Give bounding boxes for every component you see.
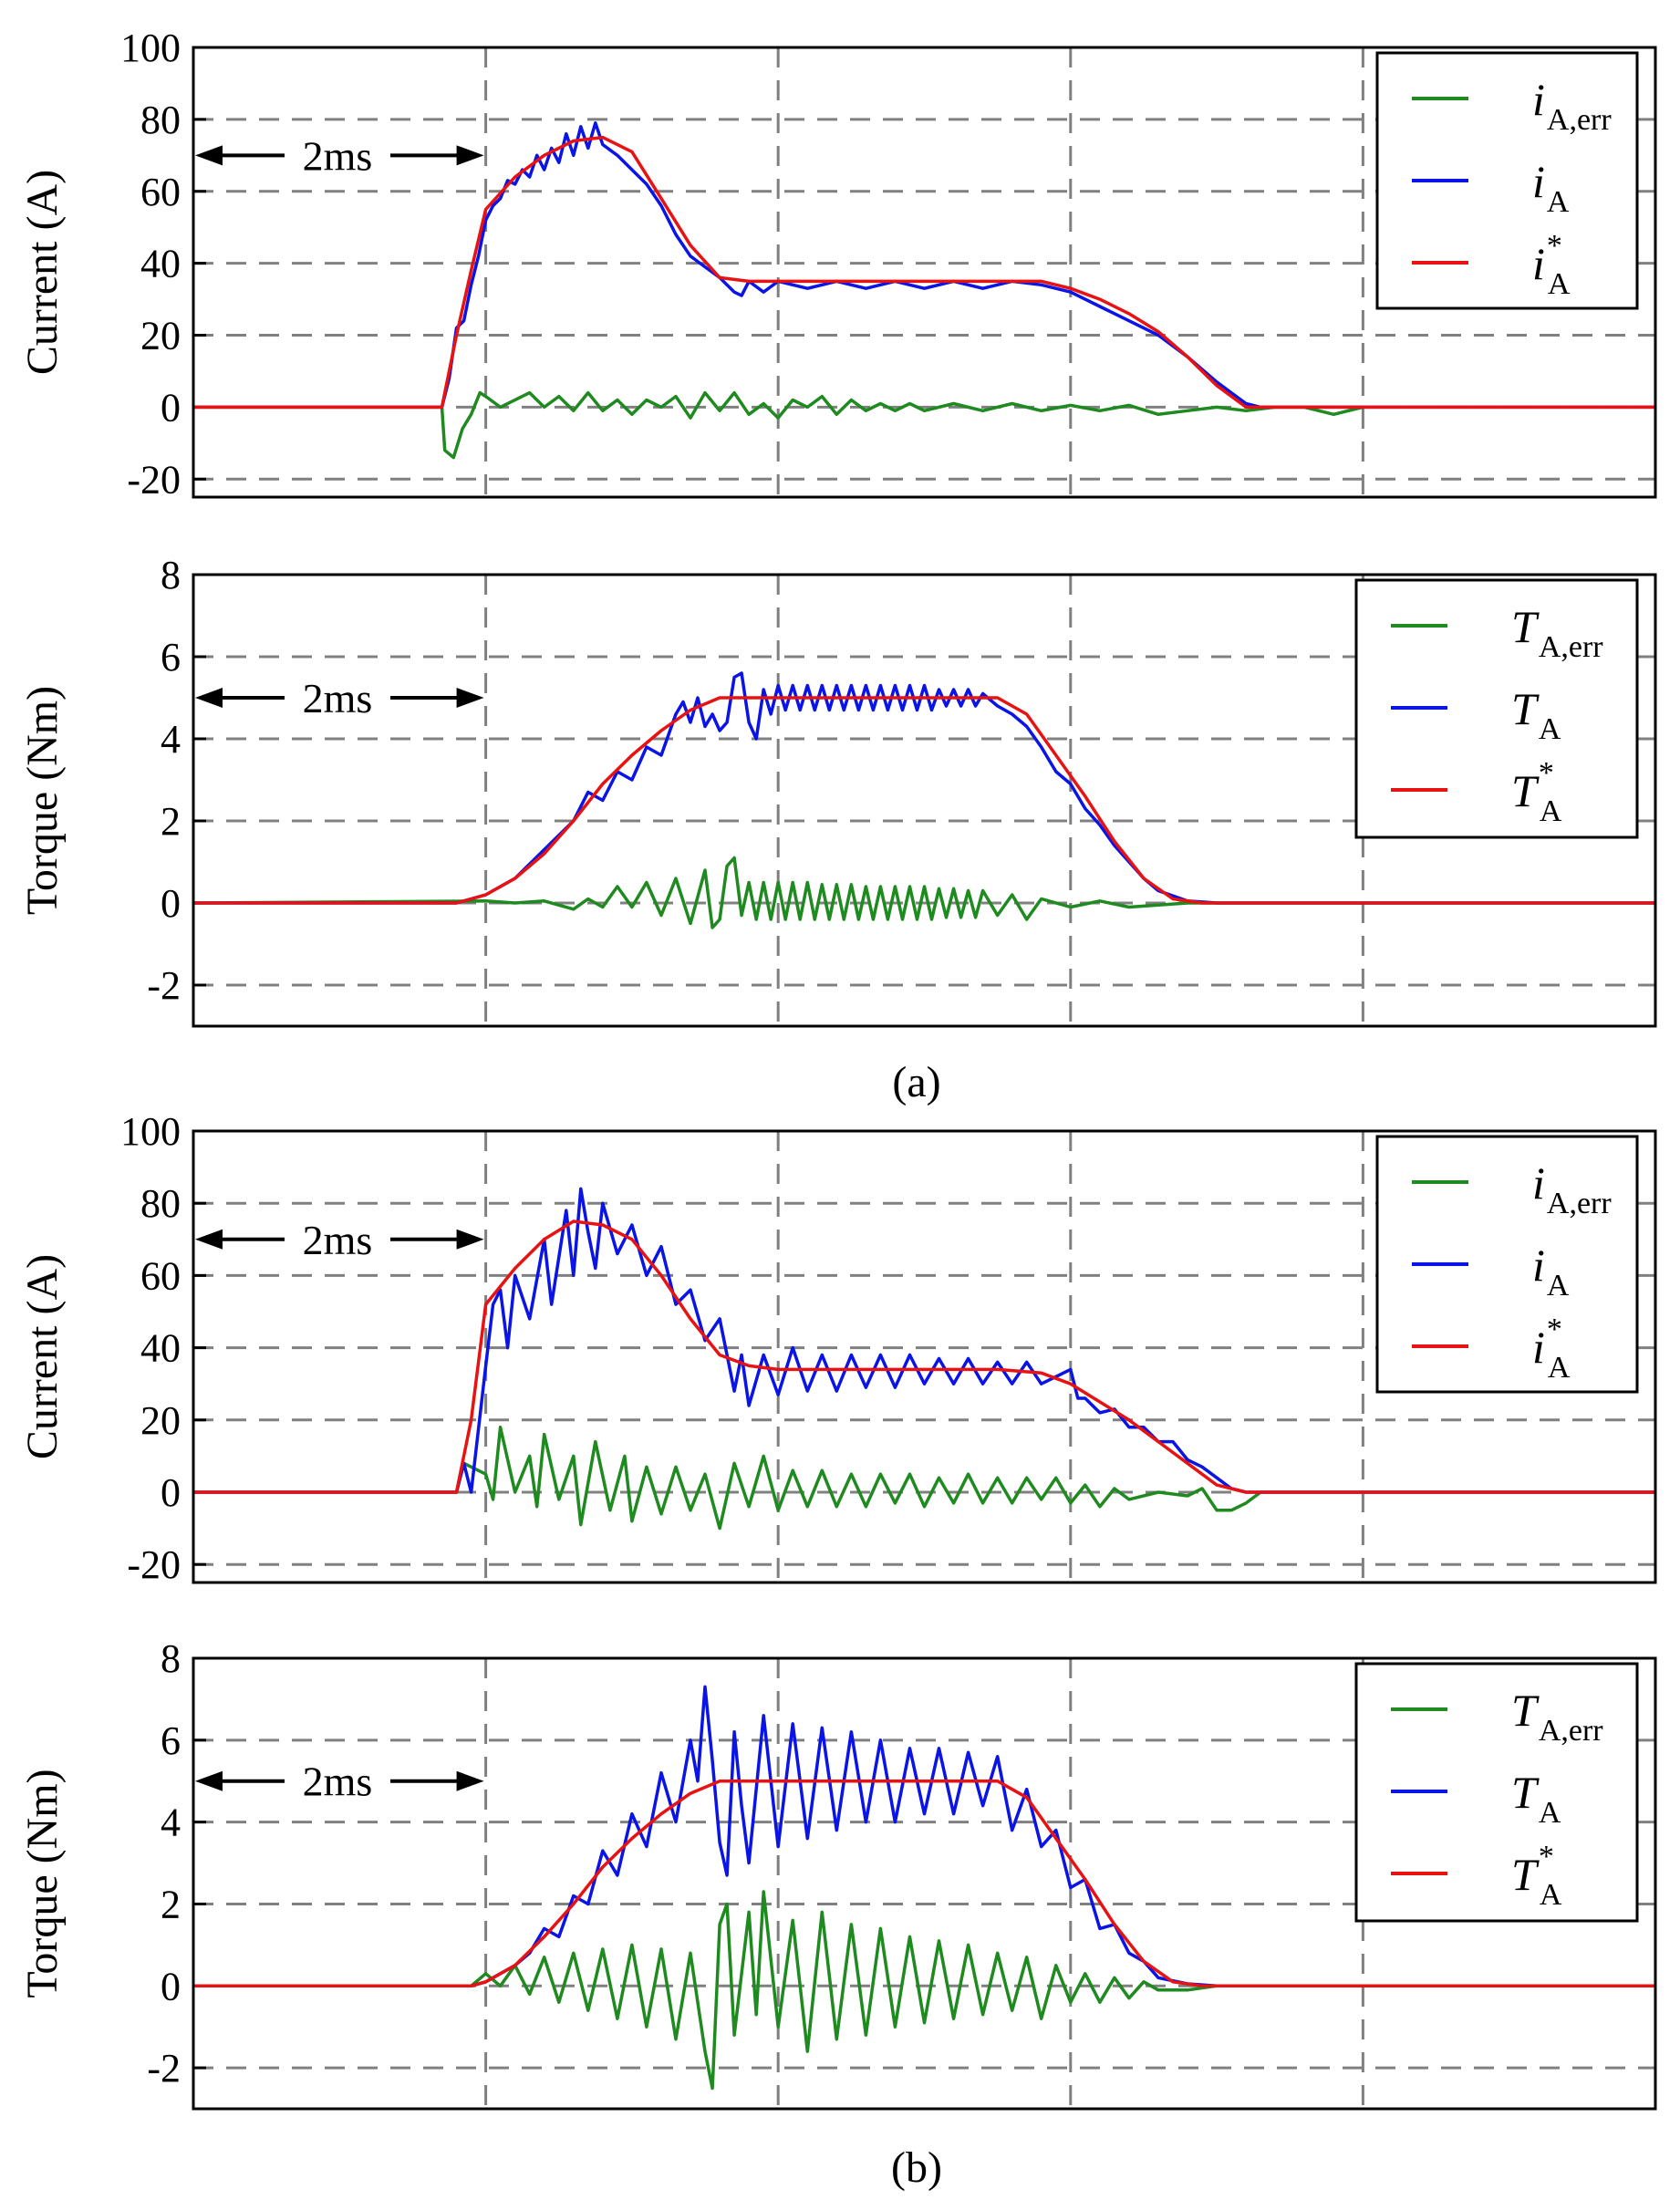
y-tick-label: 0: [161, 1470, 181, 1515]
chart-a-torque: -2 0 2 4 6 8 Torque (Nm) 2ms TA,err TA T* A: [18, 553, 1657, 1028]
legend-entry-reference: T* A: [1391, 756, 1562, 828]
series-line-reference: [193, 135, 1655, 410]
y-tick-label: 2: [161, 1882, 181, 1926]
arrow-right-icon: [456, 688, 484, 708]
arrow-right-icon: [456, 145, 484, 166]
interval-annotation: 2ms: [195, 1759, 484, 1805]
chart-b-current: -20 0 20 40 60 80 100 Current (A) 2ms iA,err iA i* A: [18, 1109, 1657, 1587]
y-tick-label: 0: [161, 1964, 181, 2008]
arrow-left-icon: [195, 1770, 223, 1791]
y-tick-label: 8: [161, 1636, 181, 1681]
arrow-right-icon: [456, 1229, 484, 1250]
y-tick-label: 0: [161, 881, 181, 926]
legend-entry-reference: i* A: [1412, 1313, 1571, 1385]
plot-frame: [192, 46, 1657, 499]
legend-label: TA: [1511, 1767, 1561, 1830]
legend-entry-reference: T* A: [1391, 1840, 1562, 1912]
series-line-reference: [193, 696, 1655, 905]
legend-label: i* A: [1532, 1313, 1571, 1385]
y-tick-label: 2: [161, 799, 181, 844]
y-tick-label: -2: [147, 2046, 181, 2091]
y-tick-label: 100: [120, 26, 181, 70]
legend-label: T* A: [1511, 1840, 1562, 1912]
series-line-err: [193, 390, 1364, 460]
panel-label-b: (b): [891, 2143, 942, 2192]
legend: iA,err iA i* A: [1375, 1135, 1639, 1394]
legend: iA,err iA i* A: [1375, 51, 1639, 310]
legend: TA,err TA T* A: [1354, 578, 1639, 839]
y-tick-label: 6: [161, 1718, 181, 1763]
legend-entry-err: iA,err: [1412, 74, 1612, 137]
chart-a-current: -20 0 20 40 60 80 100 Current (A) 2ms iA,err iA i* A: [18, 26, 1657, 502]
legend-label: TA,err: [1511, 1685, 1603, 1748]
legend-label: iA: [1532, 156, 1570, 219]
legend-entry-measured: iA: [1412, 1240, 1570, 1302]
series-line-reference: [193, 1779, 1655, 1988]
legend-label: TA: [1511, 683, 1561, 746]
y-tick-label: 4: [161, 1800, 181, 1845]
y-tick-label: 20: [140, 1398, 181, 1443]
y-tick-label: 100: [120, 1109, 181, 1154]
y-tick-label: 60: [140, 1253, 181, 1298]
y-tick-label: 40: [140, 242, 181, 286]
y-tick-label: -20: [127, 457, 181, 502]
interval-label: 2ms: [303, 1759, 373, 1805]
legend-label: TA,err: [1511, 601, 1603, 664]
interval-annotation: 2ms: [195, 1217, 484, 1263]
legend-entry-err: TA,err: [1391, 601, 1603, 664]
interval-annotation: 2ms: [195, 132, 484, 179]
interval-label: 2ms: [303, 132, 373, 179]
legend-entry-err: iA,err: [1412, 1157, 1612, 1220]
y-tick-label: 0: [161, 385, 181, 430]
series-line-measured: [193, 1187, 1655, 1494]
series-line-err: [193, 1890, 1655, 2091]
legend-label: T* A: [1511, 756, 1562, 828]
interval-label: 2ms: [303, 675, 373, 721]
legend-label: iA,err: [1532, 74, 1612, 137]
y-tick-label: 8: [161, 553, 181, 597]
plot-frame: [192, 573, 1657, 1028]
arrow-left-icon: [195, 688, 223, 708]
y-tick-label: 60: [140, 170, 181, 214]
legend-entry-measured: TA: [1391, 683, 1561, 746]
interval-label: 2ms: [303, 1217, 373, 1263]
legend-label: i* A: [1532, 229, 1571, 301]
y-tick-label: 4: [161, 717, 181, 762]
y-tick-label: 80: [140, 98, 181, 142]
chart-b-torque: -2 0 2 4 6 8 Torque (Nm) 2ms TA,err TA T* A: [18, 1636, 1657, 2111]
arrow-left-icon: [195, 145, 223, 166]
arrow-left-icon: [195, 1229, 223, 1250]
legend-entry-reference: i* A: [1412, 229, 1571, 301]
legend-label: iA: [1532, 1240, 1570, 1302]
legend-entry-measured: iA: [1412, 156, 1570, 219]
y-tick-label: 40: [140, 1326, 181, 1371]
arrow-right-icon: [456, 1770, 484, 1791]
y-tick-label: -2: [147, 963, 181, 1008]
series-line-err: [193, 1425, 1655, 1531]
series-line-err: [193, 856, 1655, 929]
y-axis-label: Current (A): [18, 170, 67, 375]
y-axis-label: Current (A): [18, 1254, 67, 1459]
legend-label: iA,err: [1532, 1157, 1612, 1220]
y-tick-label: 20: [140, 314, 181, 358]
legend-entry-measured: TA: [1391, 1767, 1561, 1830]
series-line-reference: [193, 1219, 1655, 1494]
plot-frame: [192, 1656, 1657, 2111]
panel-label-a: (a): [892, 1058, 940, 1106]
y-axis-label: Torque (Nm): [18, 686, 67, 915]
y-tick-label: 6: [161, 635, 181, 680]
interval-annotation: 2ms: [195, 675, 484, 721]
y-axis-label: Torque (Nm): [18, 1769, 67, 1998]
y-tick-label: -20: [127, 1542, 181, 1587]
y-tick-label: 80: [140, 1181, 181, 1226]
legend-entry-err: TA,err: [1391, 1685, 1603, 1748]
series-line-measured: [193, 121, 1655, 410]
plot-frame: [192, 1129, 1657, 1584]
legend: TA,err TA T* A: [1354, 1662, 1639, 1923]
